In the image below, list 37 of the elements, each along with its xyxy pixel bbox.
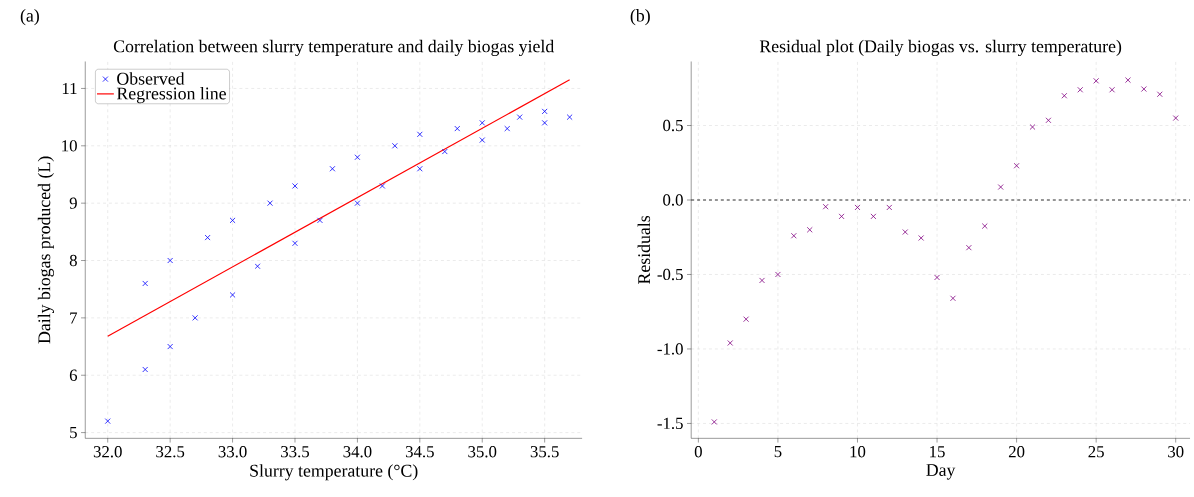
text: (b) (630, 9, 650, 26)
x-tick-label: 20 (1008, 446, 1025, 458)
x-tick-label: 34.0 (343, 446, 372, 458)
x-tick-label: 35.5 (530, 446, 559, 458)
y-tick-label: -1.0 (657, 343, 683, 355)
x-tick-label: 30 (1168, 446, 1184, 458)
y-tick-label: -0.5 (657, 268, 683, 281)
x-tick-label: 32.0 (93, 446, 122, 458)
x-tick-label: 33.0 (218, 446, 247, 458)
x-tick-label: 0 (694, 446, 702, 458)
x-tick-label: 33.5 (281, 446, 310, 458)
y-tick-label: 8 (69, 254, 77, 267)
y-tick-label: 5 (70, 427, 77, 439)
x-tick-label: 10 (850, 446, 866, 458)
y-tick-label: -1.5 (657, 417, 683, 430)
y-tick-label: 9 (69, 197, 77, 209)
x-tick-label: 15 (930, 446, 945, 458)
x-tick-label: 25 (1088, 446, 1104, 458)
x-tick-label: 35.0 (468, 446, 497, 458)
x-tick-label: 34.5 (405, 446, 434, 458)
chart-title: Residual plot (Daily biogas vs. slurry temperature) (759, 39, 1122, 57)
legend-label: Observed (117, 72, 185, 85)
y-tick-label: 0.0 (663, 194, 683, 206)
y-tick-label: 6 (69, 369, 78, 381)
x-axis-title: Day (926, 464, 956, 480)
chart-title: Correlation between slurry temperature and daily biogas yield (113, 39, 555, 57)
y-tick-label: 0.5 (663, 119, 683, 132)
legend-label: Regression line (116, 87, 226, 104)
text: (a) (20, 9, 39, 26)
y-tick-label: 7 (70, 312, 78, 324)
y-tick-label: 10 (62, 140, 77, 152)
y-axis-title: Daily biogas produced (L) (37, 156, 54, 344)
x-tick-label: 32.5 (156, 446, 185, 458)
y-tick-label: 11 (62, 82, 77, 95)
y-axis-title: Residuals (637, 216, 651, 285)
x-tick-label: 5 (774, 446, 782, 458)
x-axis-title: Slurry temperature (°C) (250, 464, 418, 481)
